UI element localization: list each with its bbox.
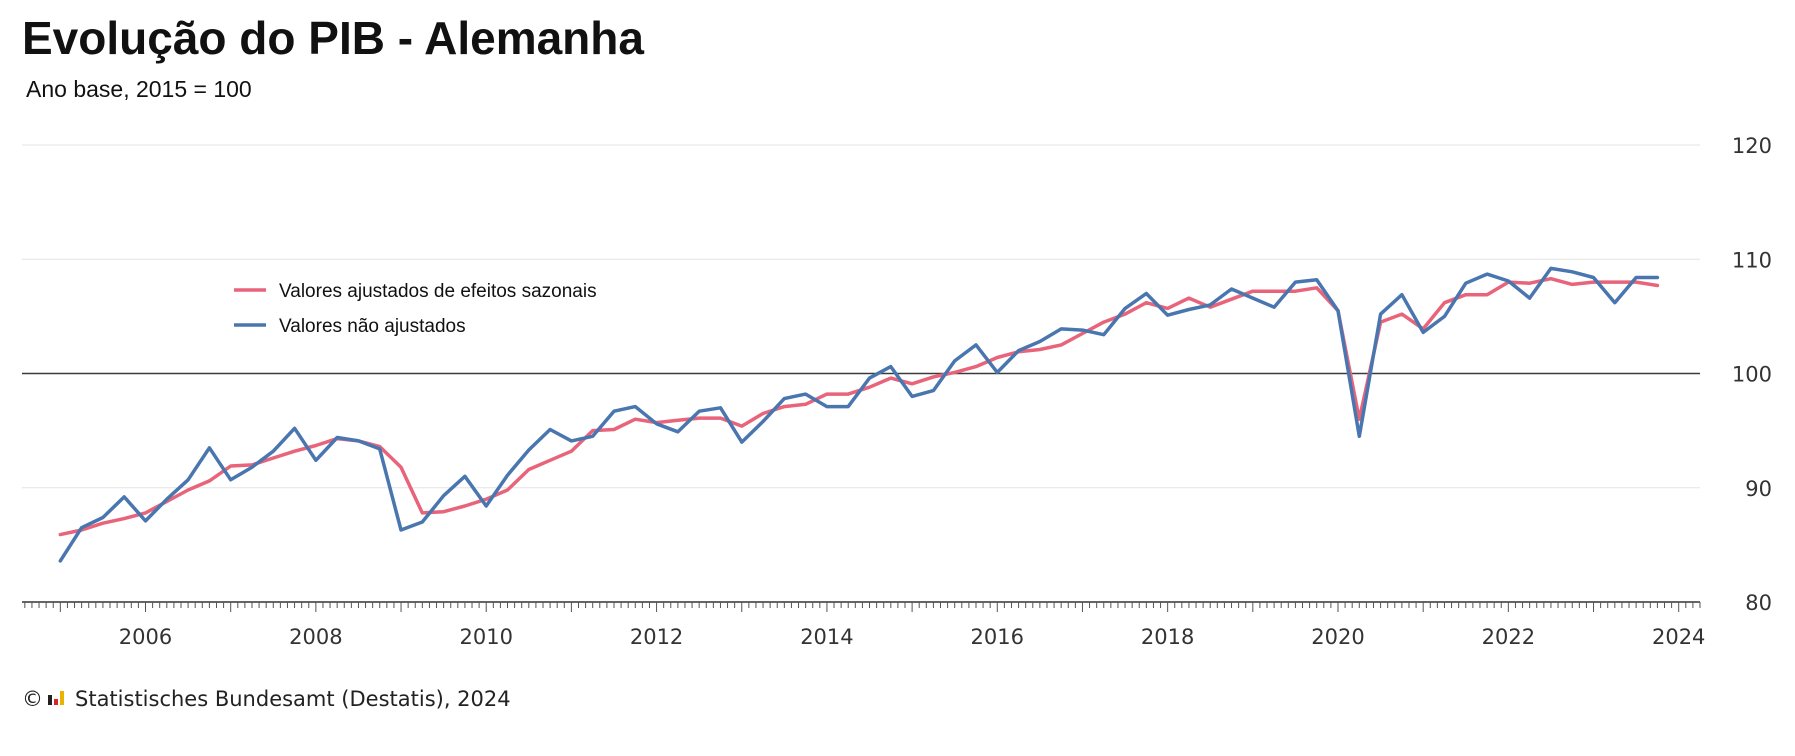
y-axis: 80 90 100 110 120	[1732, 134, 1772, 615]
x-axis: 2006 2008 2010 2012 2014 2016 2018 2020 2022 2024	[22, 601, 1705, 649]
y-tick-label: 80	[1745, 591, 1772, 615]
x-tick-label: 2014	[800, 625, 853, 649]
x-tick-label: 2012	[630, 625, 683, 649]
legend-label-seasonally-adjusted: Valores ajustados de efeitos sazonais	[279, 281, 597, 302]
chart-subtitle: Ano base, 2015 = 100	[26, 76, 252, 102]
x-tick-label: 2016	[971, 625, 1024, 649]
y-tick-label: 110	[1732, 248, 1772, 272]
source-credit: © Statistisches Bundesamt (Destatis), 20…	[22, 687, 511, 711]
plot-area	[58, 266, 1660, 563]
gridlines	[22, 144, 1700, 489]
y-tick-label: 100	[1732, 363, 1772, 387]
x-tick-label: 2006	[119, 625, 172, 649]
copyright-icon: ©	[22, 687, 43, 711]
chart-title: Evolução do PIB - Alemanha	[22, 12, 644, 64]
y-tick-label: 120	[1732, 134, 1772, 158]
destatis-logo-icon	[48, 691, 64, 705]
x-tick-label: 2008	[289, 625, 342, 649]
x-tick-label: 2024	[1652, 625, 1705, 649]
x-tick-label: 2020	[1311, 625, 1364, 649]
y-tick-label: 90	[1745, 477, 1772, 501]
x-tick-label: 2010	[459, 625, 512, 649]
x-tick-label: 2022	[1482, 625, 1535, 649]
legend-label-unadjusted: Valores não ajustados	[279, 316, 466, 337]
x-tick-label: 2018	[1141, 625, 1194, 649]
source-text: Statistisches Bundesamt (Destatis), 2024	[75, 687, 511, 711]
legend: Valores ajustados de efeitos sazonais Va…	[234, 281, 597, 337]
series-line-unadjusted	[58, 266, 1660, 563]
